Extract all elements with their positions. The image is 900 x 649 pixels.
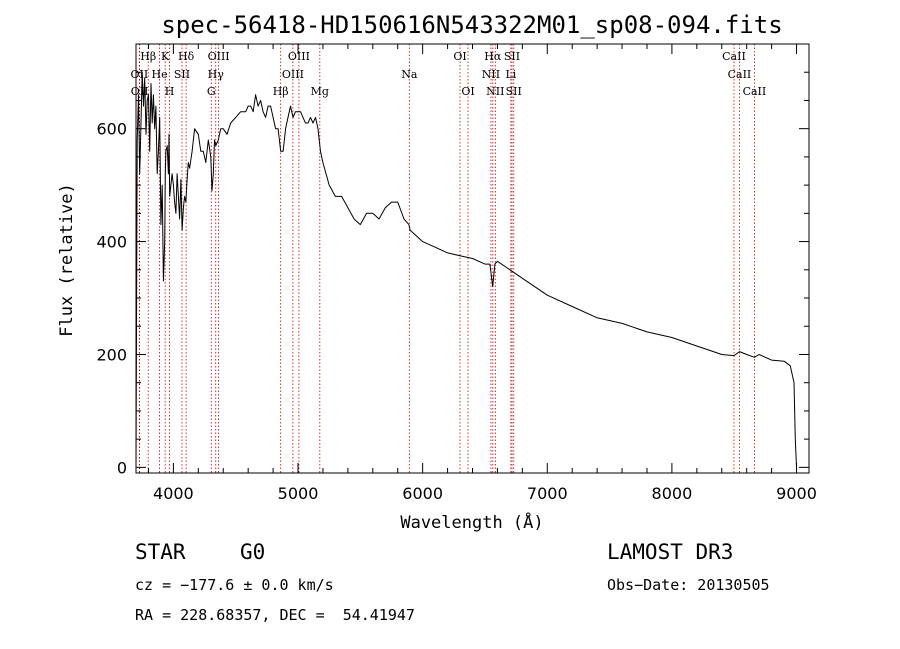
spectral-line-label: CaII	[728, 68, 752, 81]
spectral-line-label: Hβ	[140, 50, 156, 63]
spectral-line-label: Li	[505, 68, 516, 81]
spectrum-line	[135, 71, 797, 468]
spectral-line-label: Hδ	[178, 50, 195, 63]
x-axis-ticks: 4000 5000 6000 7000 8000 9000	[147, 44, 817, 503]
object-class: STAR	[135, 540, 186, 564]
spectral-line-label: OI	[461, 85, 474, 98]
x-tick-label: 6000	[402, 484, 443, 503]
spectral-line-label: NII	[486, 85, 504, 98]
x-axis-label: Wavelength (Å)	[400, 511, 543, 533]
spectral-line-label: OIII	[208, 50, 230, 63]
x-tick-label: 4000	[153, 484, 194, 503]
spectral-line-label: OIII	[288, 50, 310, 63]
survey-name: LAMOST DR3	[607, 540, 733, 564]
spectral-line-label: G	[207, 85, 216, 98]
spectral-marker-lines	[138, 44, 755, 473]
spectral-line-label: NII	[482, 68, 500, 81]
spectral-line-label: OII	[131, 68, 149, 81]
x-tick-label: 7000	[527, 484, 568, 503]
spectral-line-label: CaII	[743, 85, 767, 98]
x-tick-label: 5000	[278, 484, 319, 503]
y-tick-label: 200	[96, 345, 127, 364]
y-axis-ticks: 0 200 400 600	[96, 71, 809, 477]
y-tick-label: 400	[96, 233, 127, 252]
object-subclass: G0	[240, 540, 265, 564]
x-tick-label: 9000	[776, 484, 817, 503]
series-layer	[135, 71, 797, 468]
spectral-line-label: Hβ	[273, 85, 289, 98]
obs-date: Obs−Date: 20130505	[607, 576, 770, 594]
spectral-line-label: Hα	[484, 50, 502, 63]
spectral-line-label: He	[152, 68, 168, 81]
spectral-line-label: Hγ	[208, 68, 225, 81]
spectral-line-label: SII	[506, 85, 522, 98]
spectral-line-label: OIII	[282, 68, 304, 81]
coordinates-text: RA = 228.68357, DEC = 54.41947	[135, 606, 415, 624]
spectral-line-label: Na	[401, 68, 418, 81]
x-tick-label: 8000	[652, 484, 693, 503]
spectral-line-label: CaII	[722, 50, 746, 63]
y-axis-label: Flux (relative)	[57, 183, 77, 337]
spectral-line-label: H	[165, 85, 175, 98]
spectral-line-label: K	[161, 50, 170, 63]
y-tick-label: 0	[117, 458, 127, 477]
spectral-line-label: OII	[131, 85, 149, 98]
velocity-text: cz = −177.6 ± 0.0 km/s	[135, 576, 334, 594]
spectral-line-label: SII	[504, 50, 520, 63]
spectral-line-label: OI	[453, 50, 466, 63]
chart-title: spec-56418-HD150616N543322M01_sp08-094.f…	[161, 11, 782, 39]
y-tick-label: 600	[96, 120, 127, 139]
spectral-line-label: SII	[174, 68, 190, 81]
spectral-line-label: Mg	[311, 85, 329, 98]
